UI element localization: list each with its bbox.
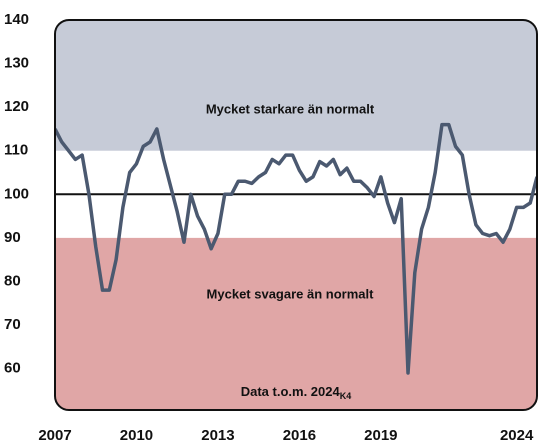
x-tick-label: 2019 bbox=[364, 427, 397, 444]
y-tick-label: 130 bbox=[4, 55, 29, 72]
y-tick-label: 60 bbox=[4, 360, 21, 377]
note-text: Data t.o.m. 2024 bbox=[241, 384, 341, 399]
data-line bbox=[55, 122, 537, 375]
y-tick-label: 110 bbox=[4, 142, 28, 159]
x-tick-label: 2024 bbox=[500, 427, 534, 444]
lower-band-label: Mycket svagare än normalt bbox=[207, 286, 375, 301]
y-tick-label: 90 bbox=[4, 229, 21, 246]
plot-area bbox=[55, 20, 537, 410]
y-tick-label: 80 bbox=[4, 272, 21, 289]
y-tick-label: 140 bbox=[4, 11, 29, 28]
lower-band bbox=[55, 237, 537, 410]
x-tick-label: 2013 bbox=[201, 427, 234, 444]
x-tick-label: 2007 bbox=[38, 427, 71, 444]
plot-frame bbox=[54, 19, 538, 411]
y-tick-label: 100 bbox=[4, 185, 29, 202]
upper-band-label: Mycket starkare än normalt bbox=[206, 101, 375, 116]
y-tick-label: 120 bbox=[4, 98, 29, 115]
note-subscript: K4 bbox=[340, 391, 352, 401]
data-note: Data t.o.m. 2024K4 bbox=[241, 384, 352, 401]
y-tick-label: 70 bbox=[4, 316, 21, 333]
x-tick-label: 2016 bbox=[283, 427, 316, 444]
x-tick-label: 2010 bbox=[120, 427, 153, 444]
upper-band bbox=[55, 20, 537, 151]
